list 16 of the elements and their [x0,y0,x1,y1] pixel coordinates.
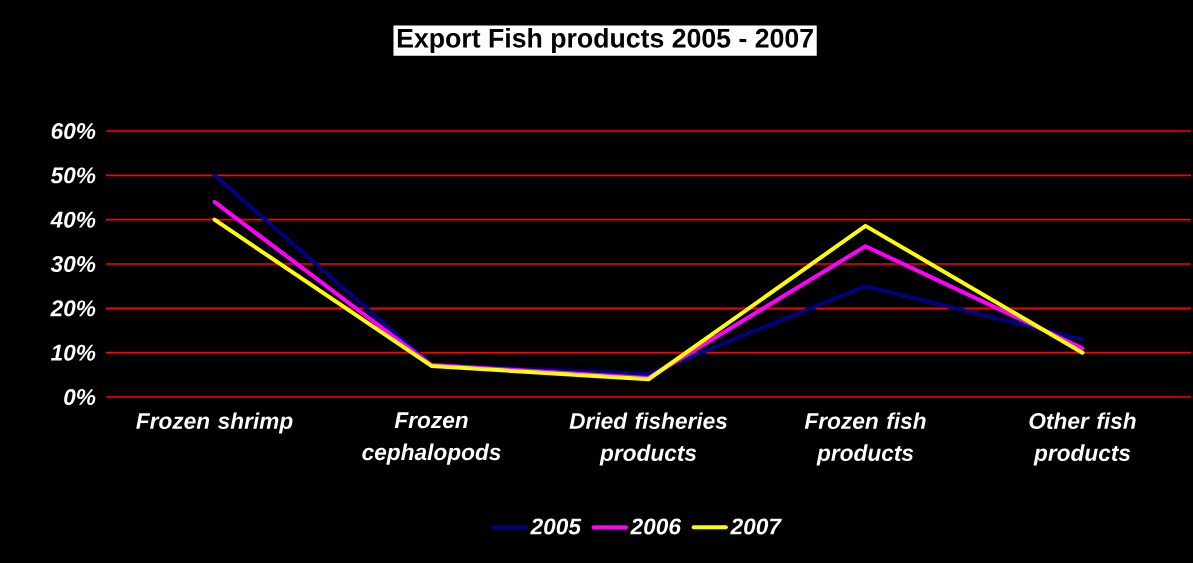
legend-label: 2007 [730,518,782,535]
y-tick-label: 40% [50,211,96,228]
y-tick-label: 50% [50,167,96,184]
legend-label: 2005 [530,518,582,535]
x-tick-label: Frozen cephalopods [362,412,501,465]
y-tick-label: 10% [50,344,96,361]
chart-title: Export Fish products 2005 - 2007 [397,28,813,53]
y-tick-label: 30% [50,255,96,273]
y-tick-label: 0% [64,388,96,406]
x-tick-label: Dried fisheries products [569,412,728,466]
y-tick-label: 60% [51,122,96,140]
x-tick-label: Other fish products [1029,412,1136,466]
x-tick-label: Frozen shrimp [136,412,293,434]
legend-label: 2006 [630,518,682,535]
y-tick-label: 20% [50,300,96,317]
x-tick-label: Frozen fish products [804,412,926,466]
